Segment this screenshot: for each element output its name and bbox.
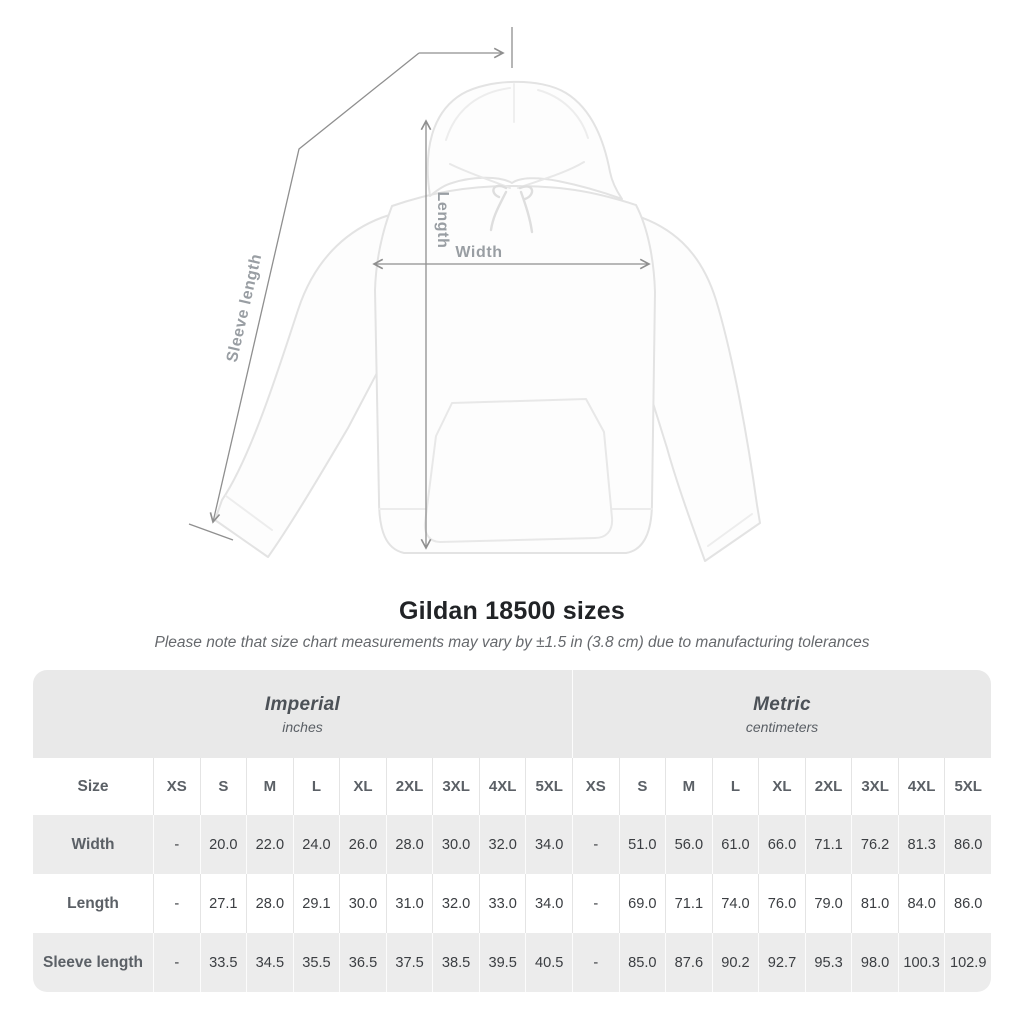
value-cell-metric: 85.0: [618, 933, 666, 992]
value-cell-imperial: 33.5: [199, 933, 247, 992]
value-cell-metric: 61.0: [711, 815, 759, 874]
value-cell-metric: 51.0: [618, 815, 666, 874]
row-label: Length: [67, 894, 119, 912]
page-title: Gildan 18500 sizes: [399, 597, 625, 625]
value-cell-imperial: -: [153, 933, 200, 992]
value-cell-imperial: 35.5: [292, 933, 340, 992]
size-col-header: M: [246, 758, 293, 815]
sleeve-length-label: Sleeve length: [224, 252, 266, 364]
size-col-header: 2XL: [385, 758, 433, 815]
value-cell-imperial: 33.0: [478, 874, 526, 933]
value-cell-metric: 71.1: [665, 874, 712, 933]
size-col-header: L: [292, 758, 340, 815]
value-cell-metric: 102.9: [944, 933, 991, 992]
measurement-lines: [188, 27, 651, 550]
value-cell-metric: 81.3: [897, 815, 945, 874]
value-cell-imperial: 28.0: [246, 874, 293, 933]
value-cell-imperial: 28.0: [385, 815, 433, 874]
row-label: Sleeve length: [43, 953, 143, 971]
value-cell-imperial: -: [153, 874, 200, 933]
drawstring: [489, 184, 534, 234]
size-header-cell: Size: [77, 777, 109, 795]
size-col-header: 4XL: [478, 758, 526, 815]
value-cell-imperial: 39.5: [478, 933, 526, 992]
value-cell-imperial: 27.1: [199, 874, 247, 933]
size-col-header: S: [618, 758, 666, 815]
size-col-header: M: [665, 758, 712, 815]
value-cell-imperial: 34.0: [525, 815, 572, 874]
value-cell-imperial: 29.1: [292, 874, 340, 933]
table-header-row: Size XS S M L XL 2XL 3XL 4XL 5XL XS S M L XL 2XL 3XL 4XL 5…: [33, 758, 991, 815]
value-cell-imperial: 40.5: [525, 933, 572, 992]
value-cell-metric: -: [572, 874, 619, 933]
value-cell-imperial: 32.0: [432, 874, 479, 933]
value-cell-metric: 74.0: [711, 874, 759, 933]
table-row: Sleeve length -33.5 34.5 35.5 36.5 37.5 38.5 39…: [33, 933, 991, 992]
unit-group-label: Imperial: [264, 693, 341, 715]
size-col-header: XS: [153, 758, 200, 815]
unit-group-label: Metric: [753, 693, 811, 715]
unit-group-metric: Metric centimeters: [572, 670, 991, 758]
value-cell-metric: -: [572, 933, 619, 992]
size-col-header: 4XL: [897, 758, 945, 815]
value-cell-metric: 84.0: [897, 874, 945, 933]
table-row: Width -20.0 22.0 24.0 26.0 28.0 30.0 32.0 34.0-5…: [33, 815, 991, 874]
size-col-header: XL: [758, 758, 805, 815]
hoodie-illustration: Sleeve length Length Width: [188, 27, 761, 562]
value-cell-metric: 69.0: [618, 874, 666, 933]
value-cell-metric: 76.2: [851, 815, 898, 874]
value-cell-imperial: 30.0: [339, 874, 386, 933]
size-col-header: 5XL: [525, 758, 572, 815]
value-cell-imperial: 36.5: [339, 933, 386, 992]
size-col-header: S: [199, 758, 247, 815]
length-label: Length: [434, 192, 451, 249]
value-cell-metric: 98.0: [851, 933, 898, 992]
value-cell-metric: 86.0: [944, 815, 991, 874]
value-cell-imperial: 30.0: [432, 815, 479, 874]
size-col-header: 3XL: [851, 758, 898, 815]
size-col-header: 2XL: [804, 758, 852, 815]
table-unit-band: Imperial inches Metric centimeters: [33, 670, 991, 758]
value-cell-imperial: 34.5: [246, 933, 293, 992]
width-label: Width: [455, 244, 502, 261]
value-cell-metric: 95.3: [804, 933, 852, 992]
value-cell-imperial: 24.0: [292, 815, 340, 874]
value-cell-imperial: 22.0: [246, 815, 293, 874]
value-cell-imperial: 34.0: [525, 874, 572, 933]
value-cell-imperial: 26.0: [339, 815, 386, 874]
size-col-header: 5XL: [944, 758, 991, 815]
size-col-header: 3XL: [432, 758, 479, 815]
hoodie-garment: [214, 80, 761, 562]
value-cell-metric: 100.3: [897, 933, 945, 992]
unit-group-sublabel: centimeters: [745, 718, 819, 735]
value-cell-metric: 56.0: [665, 815, 712, 874]
tolerance-note: Please note that size chart measurements…: [154, 634, 870, 651]
value-cell-metric: 79.0: [804, 874, 852, 933]
value-cell-imperial: 37.5: [385, 933, 433, 992]
table-row: Length -27.1 28.0 29.1 30.0 31.0 32.0 33.0 34.0-…: [33, 874, 991, 933]
value-cell-metric: 87.6: [665, 933, 712, 992]
unit-group-sublabel: inches: [282, 718, 323, 735]
value-cell-imperial: 20.0: [199, 815, 247, 874]
value-cell-imperial: 31.0: [385, 874, 433, 933]
value-cell-imperial: 38.5: [432, 933, 479, 992]
value-cell-imperial: 32.0: [478, 815, 526, 874]
value-cell-metric: -: [572, 815, 619, 874]
unit-group-imperial: Imperial inches: [33, 670, 572, 758]
value-cell-metric: 76.0: [758, 874, 805, 933]
value-cell-metric: 66.0: [758, 815, 805, 874]
row-label: Width: [71, 835, 115, 853]
size-col-header: XS: [572, 758, 619, 815]
size-table: Imperial inches Metric centimeters Size XS S M L…: [33, 670, 991, 992]
value-cell-metric: 71.1: [804, 815, 852, 874]
value-cell-metric: 81.0: [851, 874, 898, 933]
size-col-header: XL: [339, 758, 386, 815]
value-cell-metric: 86.0: [944, 874, 991, 933]
value-cell-metric: 90.2: [711, 933, 759, 992]
size-col-header: L: [711, 758, 759, 815]
sleeve-length-line: [188, 27, 513, 541]
value-cell-metric: 92.7: [758, 933, 805, 992]
value-cell-imperial: -: [153, 815, 200, 874]
